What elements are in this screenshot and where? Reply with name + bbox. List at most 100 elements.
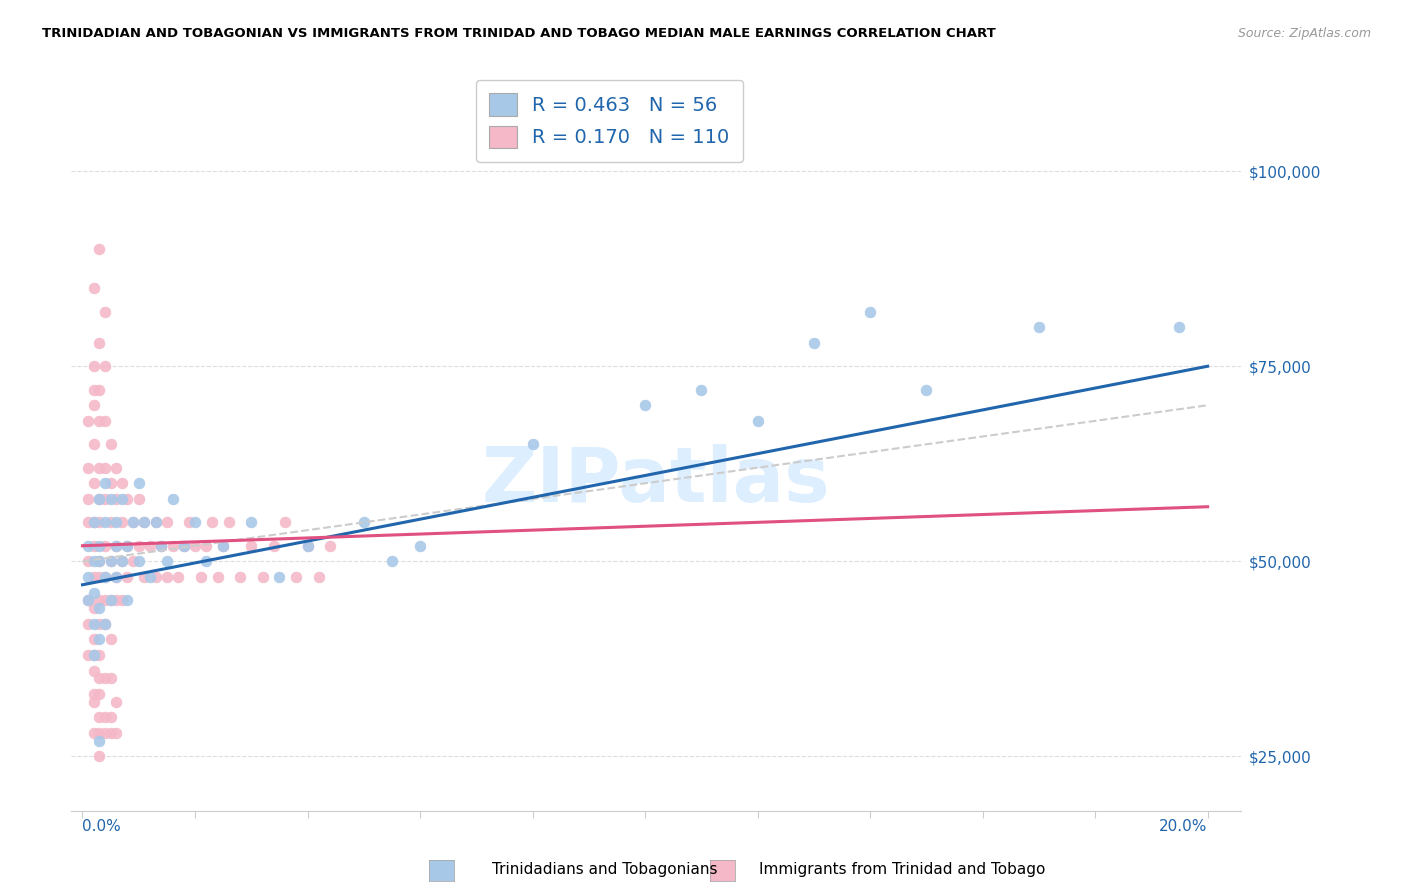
Point: [94, 476, 117, 491]
Text: ZIPatlas: ZIPatlas: [482, 444, 831, 518]
Point: [83, 648, 105, 662]
Point: [94, 570, 117, 584]
Point: [77, 593, 100, 607]
Point: [83, 359, 105, 374]
Point: [89, 460, 111, 475]
Point: [83, 632, 105, 647]
Point: [105, 491, 128, 506]
Point: [128, 539, 150, 553]
Point: [117, 570, 139, 584]
Point: [83, 648, 105, 662]
Point: [83, 687, 105, 701]
Point: [134, 570, 156, 584]
Point: [89, 734, 111, 748]
Point: [179, 516, 201, 530]
Point: [1028, 320, 1050, 334]
Point: [162, 491, 184, 506]
Point: [94, 516, 117, 530]
Point: [128, 554, 150, 568]
Point: [111, 491, 134, 506]
Point: [100, 554, 122, 568]
Point: [139, 570, 162, 584]
Point: [89, 648, 111, 662]
Point: [77, 570, 100, 584]
Point: [105, 516, 128, 530]
Point: [100, 672, 122, 686]
Point: [77, 491, 100, 506]
Point: [522, 437, 544, 451]
Point: [94, 726, 117, 740]
Legend: R = 0.463   N = 56, R = 0.170   N = 110: R = 0.463 N = 56, R = 0.170 N = 110: [475, 79, 744, 161]
Point: [128, 476, 150, 491]
Point: [190, 570, 212, 584]
Point: [77, 593, 100, 607]
Point: [94, 460, 117, 475]
Point: [1168, 320, 1191, 334]
Point: [690, 383, 713, 397]
Point: [94, 710, 117, 724]
Point: [89, 335, 111, 350]
Point: [100, 554, 122, 568]
Point: [229, 570, 252, 584]
Point: [83, 601, 105, 615]
Point: [89, 491, 111, 506]
Point: [89, 554, 111, 568]
Point: [89, 726, 111, 740]
Point: [83, 539, 105, 553]
Point: [83, 585, 105, 599]
Point: [89, 632, 111, 647]
Point: [83, 516, 105, 530]
Point: [83, 476, 105, 491]
Point: [195, 554, 218, 568]
Point: [77, 648, 100, 662]
Point: [297, 539, 319, 553]
Point: [381, 554, 404, 568]
Point: [100, 491, 122, 506]
Point: [111, 554, 134, 568]
Point: [156, 516, 179, 530]
Point: [83, 437, 105, 451]
Point: [94, 304, 117, 318]
Point: [184, 539, 207, 553]
Point: [240, 516, 263, 530]
Point: [274, 516, 297, 530]
Point: [212, 539, 235, 553]
Point: [117, 491, 139, 506]
Point: [111, 554, 134, 568]
Point: [89, 593, 111, 607]
Point: [240, 539, 263, 553]
Point: [634, 398, 657, 412]
Point: [105, 726, 128, 740]
Point: [105, 570, 128, 584]
Point: [77, 539, 100, 553]
Point: [117, 593, 139, 607]
Point: [83, 398, 105, 412]
Point: [803, 335, 825, 350]
Point: [173, 539, 195, 553]
Point: [150, 539, 173, 553]
Point: [285, 570, 308, 584]
Point: [207, 570, 229, 584]
Point: [353, 516, 375, 530]
Point: [83, 281, 105, 295]
Point: [156, 554, 179, 568]
Point: [117, 539, 139, 553]
Point: [83, 664, 105, 678]
Point: [409, 539, 432, 553]
Point: [89, 672, 111, 686]
Point: [105, 539, 128, 553]
Point: [77, 516, 100, 530]
Point: [89, 616, 111, 631]
Point: [195, 539, 218, 553]
Point: [89, 710, 111, 724]
Point: [89, 414, 111, 428]
Point: [105, 539, 128, 553]
Text: Trinidadians and Tobagonians: Trinidadians and Tobagonians: [492, 863, 717, 877]
Point: [94, 491, 117, 506]
Point: [89, 539, 111, 553]
Point: [747, 414, 769, 428]
Point: [150, 539, 173, 553]
Point: [83, 616, 105, 631]
Point: [134, 516, 156, 530]
Point: [122, 516, 145, 530]
